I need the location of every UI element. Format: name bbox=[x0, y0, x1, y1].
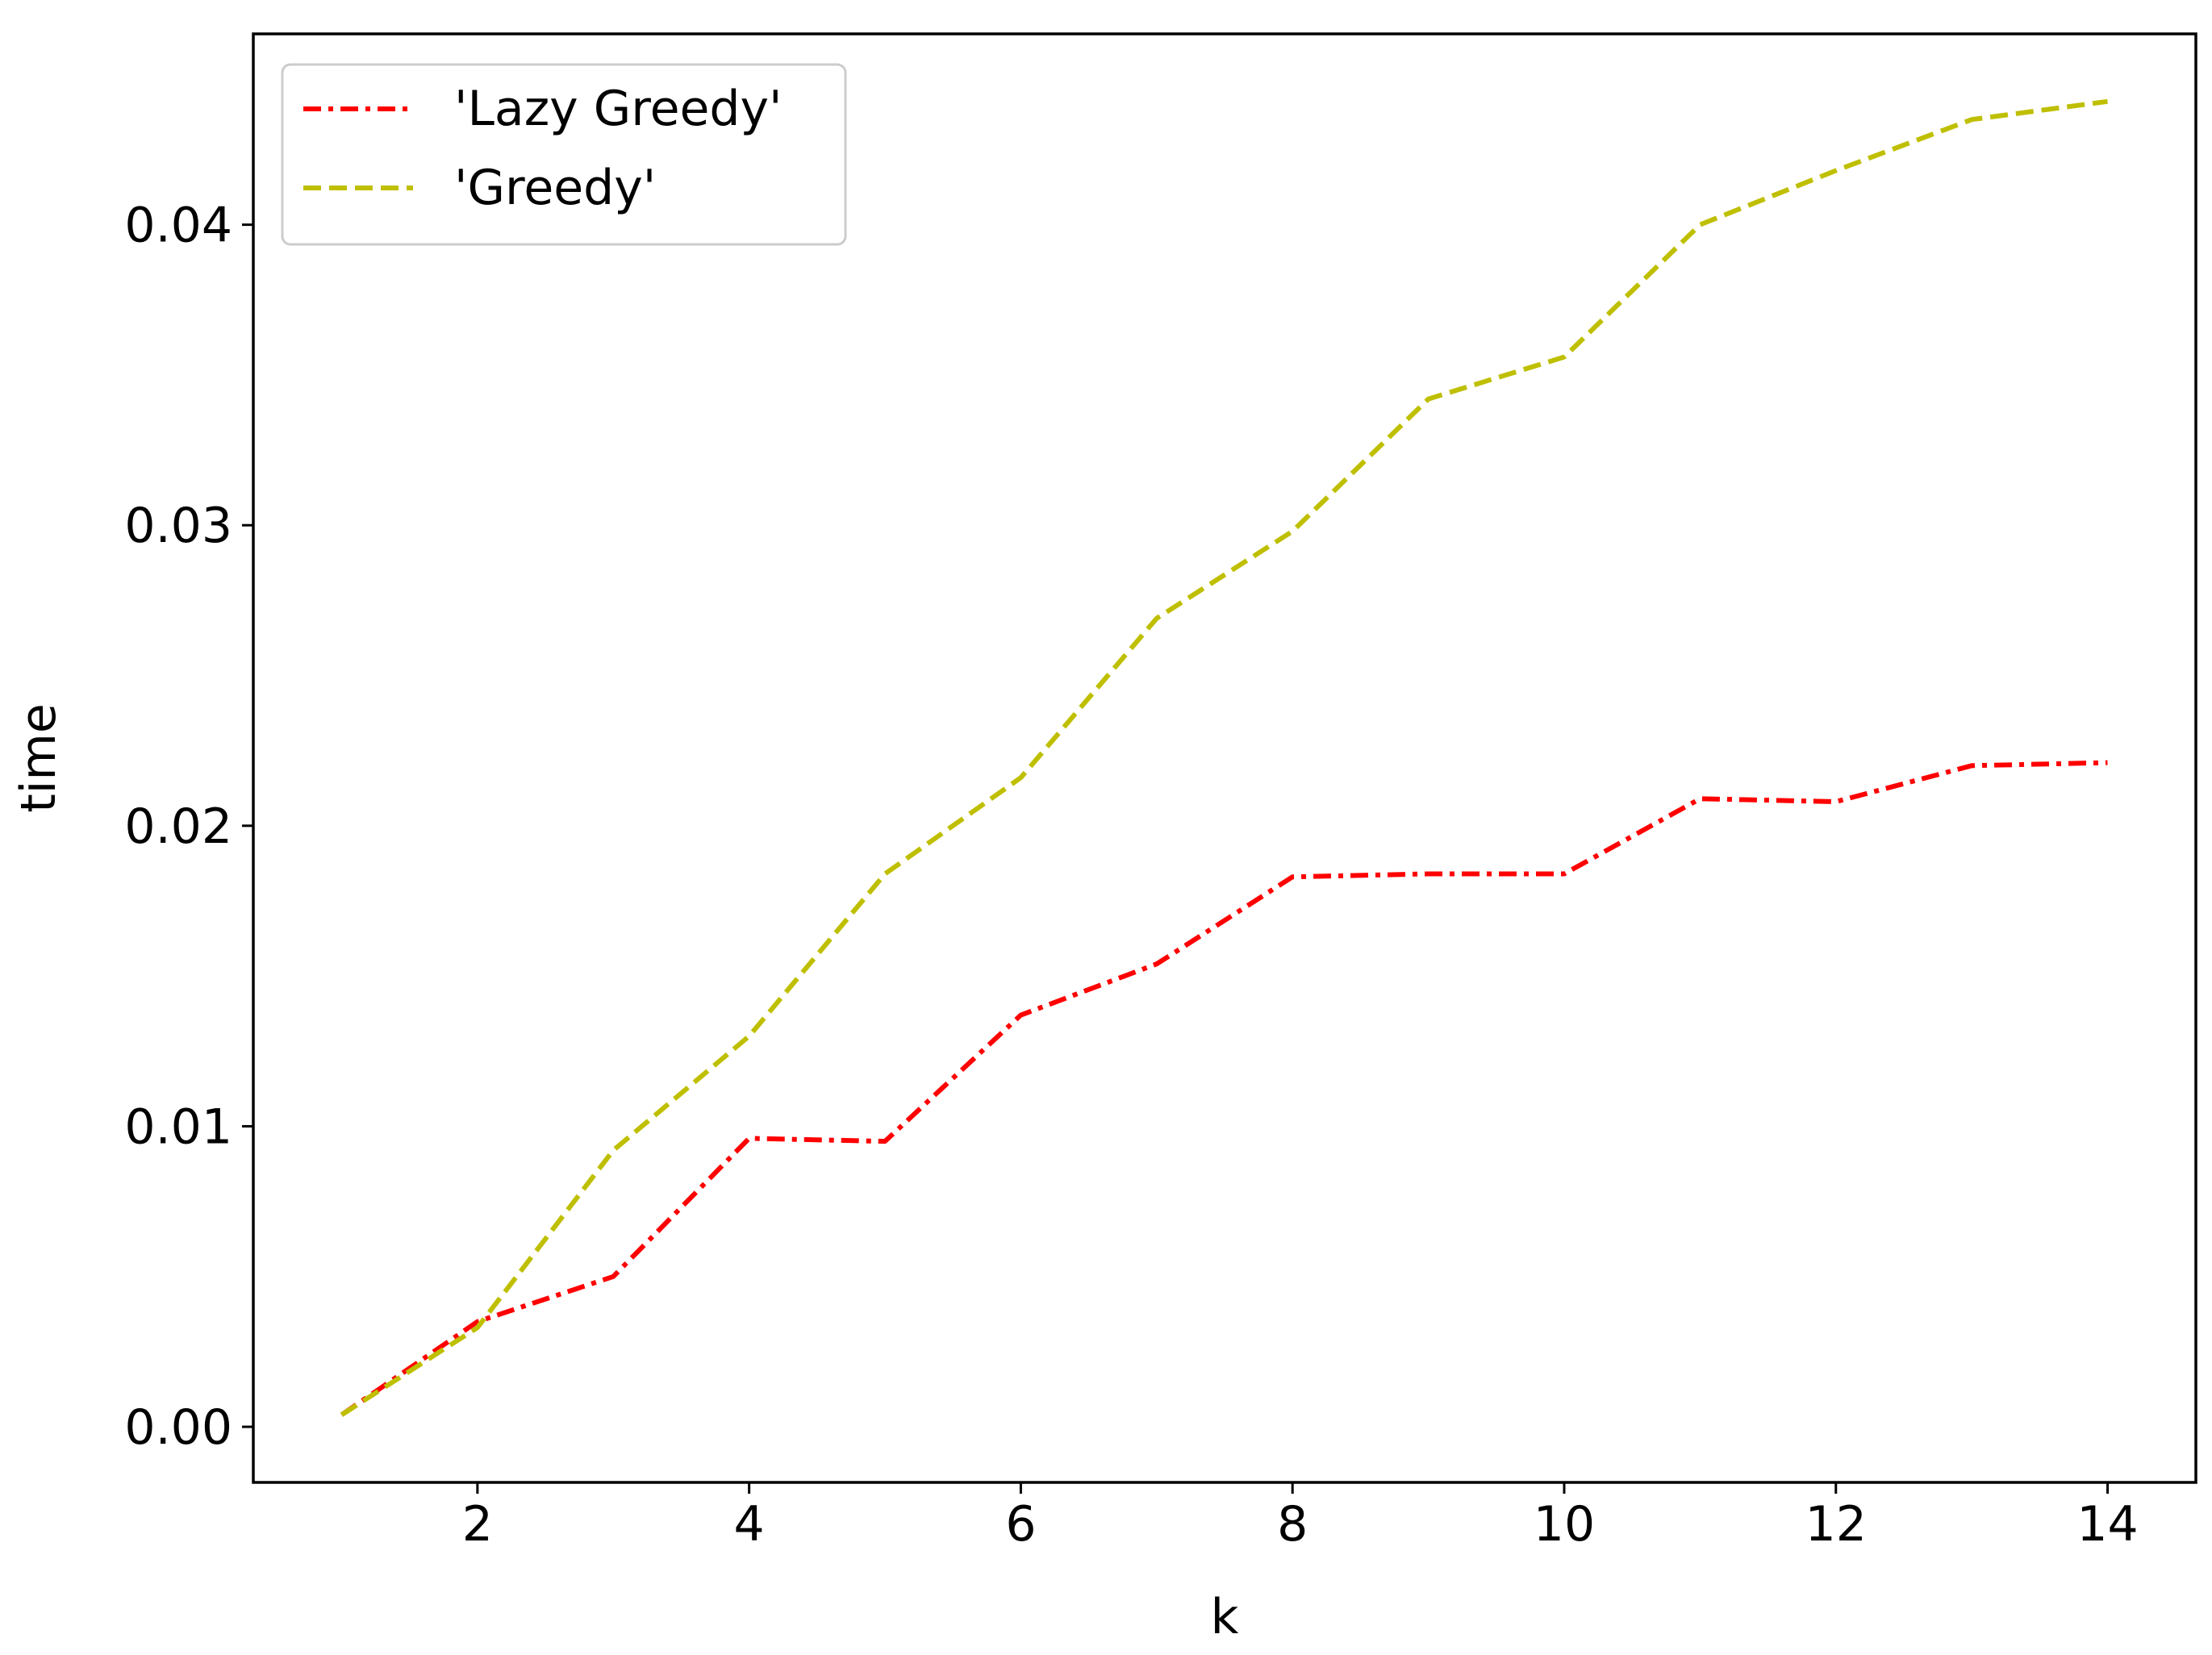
ticks-layer: 2 4 6 8 10 12 14 0.00 0.01 0.02 0.03 0.04 bbox=[124, 198, 2138, 1553]
y-tick-label-0.00: 0.00 bbox=[124, 1399, 232, 1456]
x-tick-label-12: 12 bbox=[1805, 1496, 1867, 1553]
x-tick-label-8: 8 bbox=[1277, 1496, 1308, 1553]
plot-layer bbox=[340, 98, 2108, 1417]
x-tick-label-14: 14 bbox=[2076, 1496, 2138, 1553]
legend-label-lazy-greedy: 'Lazy Greedy' bbox=[454, 81, 783, 137]
x-tick-label-2: 2 bbox=[462, 1496, 493, 1553]
x-axis-label: k bbox=[1211, 1589, 1239, 1645]
x-tick-label-10: 10 bbox=[1534, 1496, 1595, 1553]
x-tick-label-4: 4 bbox=[734, 1496, 765, 1553]
x-tick-label-6: 6 bbox=[1005, 1496, 1036, 1553]
series-line-lazy-greedy bbox=[340, 760, 2108, 1417]
legend: 'Lazy Greedy' 'Greedy' bbox=[281, 63, 847, 246]
series-line-greedy bbox=[340, 98, 2108, 1417]
y-axis-label: time bbox=[10, 703, 67, 813]
y-tick-label-0.03: 0.03 bbox=[124, 498, 232, 554]
y-tick-label-0.02: 0.02 bbox=[124, 798, 232, 855]
legend-box bbox=[281, 63, 847, 246]
legend-label-greedy: 'Greedy' bbox=[454, 160, 656, 216]
y-tick-label-0.04: 0.04 bbox=[124, 198, 232, 254]
y-tick-label-0.01: 0.01 bbox=[124, 1098, 232, 1155]
plot-frame bbox=[252, 32, 2197, 1484]
